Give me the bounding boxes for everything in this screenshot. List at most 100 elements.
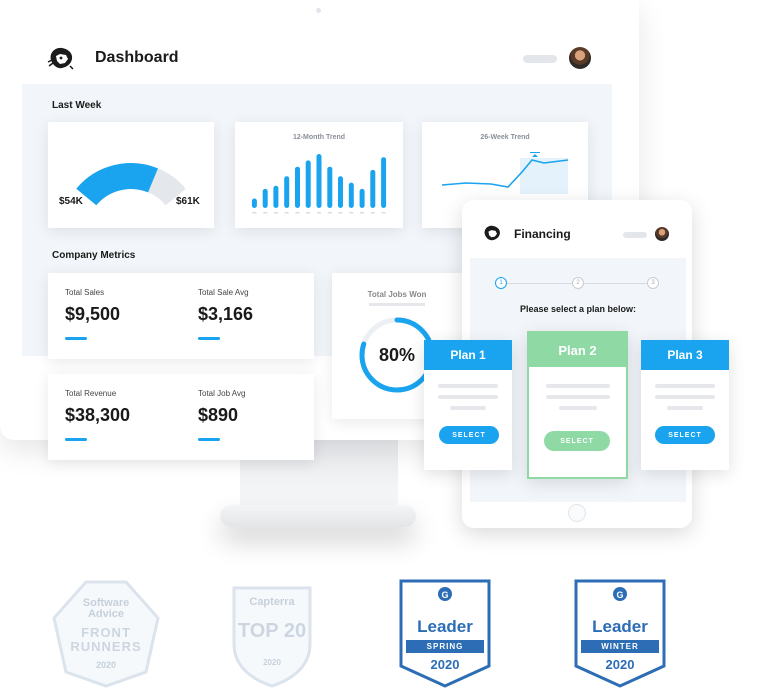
gauge-card: $54K $61K bbox=[48, 122, 214, 228]
camera-dot bbox=[316, 8, 321, 13]
placeholder-line bbox=[438, 384, 498, 388]
twenty-six-week-area-chart bbox=[441, 152, 569, 194]
lion-logo-small-icon bbox=[481, 223, 503, 243]
badge-shield-icon: G bbox=[574, 579, 666, 688]
monitor-stand bbox=[220, 505, 416, 527]
placeholder-line bbox=[438, 395, 498, 399]
trend-bar bbox=[359, 188, 365, 208]
trend-tick bbox=[327, 212, 332, 214]
capterra-year: 2020 bbox=[263, 658, 281, 667]
trend-tick bbox=[252, 212, 257, 214]
trend-bar bbox=[338, 176, 343, 208]
twenty-six-week-trend-title: 26-Week Trend bbox=[480, 134, 530, 141]
placeholder-line bbox=[546, 384, 610, 388]
placeholder-line bbox=[667, 406, 703, 410]
company-metrics-heading: Company Metrics bbox=[52, 250, 136, 261]
twelve-month-trend-card: 12-Month Trend bbox=[235, 122, 403, 228]
jobs-won-value: 80% bbox=[378, 345, 416, 365]
trend-tick bbox=[381, 212, 386, 214]
user-avatar[interactable] bbox=[569, 47, 591, 69]
trend-bar bbox=[295, 166, 300, 208]
placeholder-line bbox=[450, 406, 486, 410]
plan-1-card[interactable]: Plan 1 SELECT bbox=[424, 340, 512, 470]
trend-bar bbox=[273, 185, 279, 208]
trend-bar bbox=[262, 188, 268, 208]
plan-2-card[interactable]: Plan 2 SELECT bbox=[527, 331, 628, 479]
software-advice-badge: Software Advice FRONT RUNNERS 2020 bbox=[50, 578, 162, 690]
total-job-avg-value: $890 bbox=[198, 405, 239, 425]
capterra-badge: Capterra TOP 20 2020 bbox=[230, 580, 314, 688]
sales-metrics-card: Total Sales $9,500 Total Sale Avg $3,166 bbox=[48, 273, 314, 359]
placeholder-line bbox=[655, 384, 715, 388]
step-3[interactable]: 3 bbox=[647, 277, 659, 289]
step-2[interactable]: 2 bbox=[572, 277, 584, 289]
svg-text:G: G bbox=[616, 590, 623, 600]
badge-shield-icon bbox=[52, 580, 160, 688]
svg-text:G: G bbox=[441, 590, 448, 600]
total-sales-indicator bbox=[65, 337, 87, 340]
trend-tick bbox=[360, 212, 365, 214]
badge-line: Software bbox=[82, 597, 130, 609]
top-20-text: TOP 20 bbox=[237, 620, 307, 642]
trend-bar bbox=[316, 154, 322, 208]
software-advice-text: Software Advice bbox=[50, 598, 162, 620]
page-title: Dashboard bbox=[95, 49, 179, 66]
last-week-heading: Last Week bbox=[52, 100, 102, 111]
jobs-won-label: Total Jobs Won bbox=[367, 290, 427, 299]
trend-tick bbox=[263, 212, 268, 214]
placeholder-line bbox=[655, 395, 715, 399]
capterra-text: Capterra bbox=[249, 596, 295, 608]
total-revenue-value: $38,300 bbox=[65, 405, 131, 425]
jobs-won-underline bbox=[369, 303, 425, 306]
plan-3-select-button[interactable]: SELECT bbox=[655, 426, 715, 444]
g2-leader-winter-badge: G Leader WINTER 2020 bbox=[573, 578, 667, 690]
plan-prompt: Please select a plan below: bbox=[519, 304, 637, 314]
badge-shield-icon bbox=[232, 586, 312, 688]
trend-tick bbox=[284, 212, 289, 214]
trend-tick bbox=[370, 212, 375, 214]
tablet-home-button[interactable] bbox=[568, 504, 586, 522]
g2-leader-spring-badge: G Leader SPRING 2020 bbox=[398, 578, 492, 690]
step-connector-2 bbox=[583, 283, 647, 284]
g2-spring-season: SPRING bbox=[426, 642, 464, 651]
step-connector-1 bbox=[505, 283, 573, 284]
badge-line: Advice bbox=[87, 608, 125, 620]
trend-tick bbox=[317, 212, 321, 214]
total-sales-label: Total Sales bbox=[65, 288, 105, 297]
trend-bar bbox=[284, 176, 290, 208]
step-1[interactable]: 1 bbox=[495, 277, 507, 289]
g2-winter-leader-text: Leader bbox=[592, 617, 648, 636]
plan-2-select-button[interactable]: SELECT bbox=[544, 431, 610, 451]
placeholder-line bbox=[546, 395, 610, 399]
plan-1-header: Plan 1 bbox=[424, 340, 512, 370]
g2-spring-leader-text: Leader bbox=[417, 617, 473, 636]
placeholder-line bbox=[559, 406, 597, 410]
trend-bar bbox=[305, 160, 311, 208]
tablet-user-avatar[interactable] bbox=[655, 227, 669, 241]
trend-bar bbox=[381, 157, 387, 208]
g2-spring-year: 2020 bbox=[430, 657, 460, 672]
twelve-month-trend-title: 12-Month Trend bbox=[292, 134, 346, 141]
total-job-avg-label: Total Job Avg bbox=[198, 389, 246, 398]
total-sales-value: $9,500 bbox=[65, 304, 121, 324]
gauge-fill bbox=[76, 163, 158, 206]
g2-winter-year: 2020 bbox=[605, 657, 635, 672]
tablet-user-pill[interactable] bbox=[623, 232, 647, 238]
plan-1-select-button[interactable]: SELECT bbox=[439, 426, 499, 444]
total-revenue-label: Total Revenue bbox=[65, 389, 117, 398]
revenue-metrics-card: Total Revenue $38,300 Total Job Avg $890 bbox=[48, 374, 314, 460]
software-advice-year: 2020 bbox=[95, 660, 117, 670]
badge-shield-icon: G bbox=[399, 579, 491, 688]
financing-title: Financing bbox=[514, 227, 571, 241]
trend-tick bbox=[338, 212, 343, 214]
user-menu-pill[interactable] bbox=[523, 55, 557, 63]
trend-tick bbox=[306, 212, 311, 214]
plan-3-card[interactable]: Plan 3 SELECT bbox=[641, 340, 729, 470]
total-sale-avg-label: Total Sale Avg bbox=[198, 288, 249, 297]
lion-logo-icon bbox=[46, 44, 76, 72]
revenue-gauge bbox=[76, 163, 186, 206]
badge-line: FRONT bbox=[81, 625, 131, 640]
trend-bar bbox=[370, 169, 376, 208]
total-sale-avg-value: $3,166 bbox=[198, 304, 254, 324]
total-job-avg-indicator bbox=[198, 438, 220, 441]
